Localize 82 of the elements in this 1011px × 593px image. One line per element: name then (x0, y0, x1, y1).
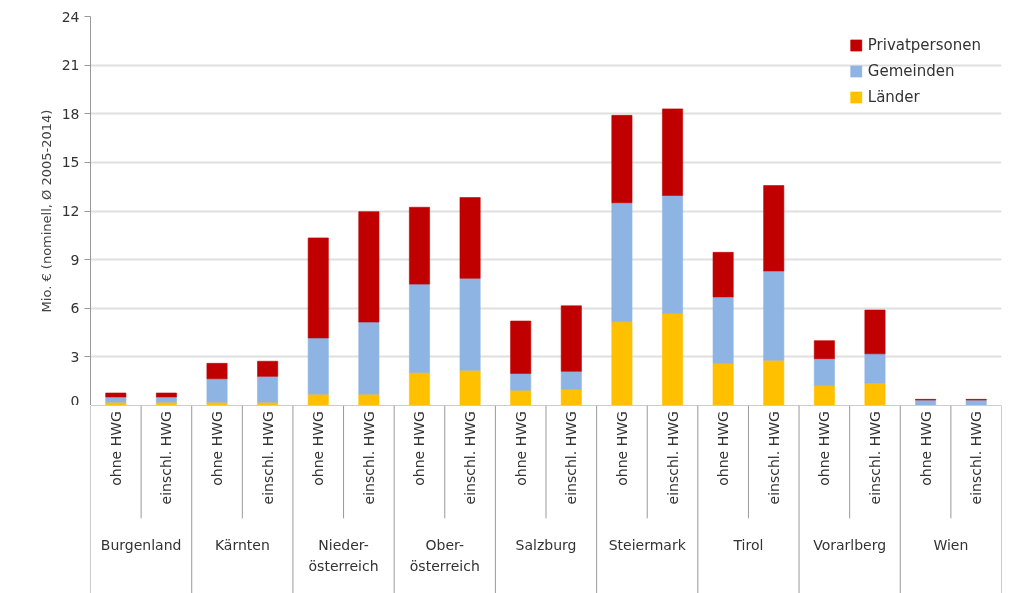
bar (712, 296, 734, 364)
x-tick-label: ohne HWG (715, 411, 732, 486)
bar (459, 277, 481, 371)
bar (307, 337, 329, 395)
bar (763, 270, 785, 361)
bar (661, 108, 684, 196)
text: Burgenland (100, 537, 182, 554)
text: Salzburg (515, 537, 577, 554)
text: Nieder- österreich (308, 537, 379, 574)
bar (864, 353, 886, 384)
x-tick-label: einschl. HWG (765, 411, 782, 505)
x-tick-label: ohne HWG (310, 411, 327, 486)
bar (459, 197, 481, 279)
bar (813, 340, 835, 360)
x-tick-label: einschl. HWG (462, 411, 479, 505)
bar (408, 371, 431, 405)
x-tick-label: ohne HWG (209, 411, 226, 486)
bar (358, 393, 380, 405)
bar (459, 369, 481, 405)
text: Steiermark (608, 537, 687, 554)
bar (510, 372, 532, 391)
x-tick-label: einschl. HWG (968, 411, 985, 505)
text: Vorarlberg (813, 537, 887, 554)
y-tick-label: 6 (70, 300, 80, 317)
bar (408, 283, 431, 373)
x-tick-label: einschl. HWG (259, 411, 276, 505)
bar (560, 305, 582, 372)
bar (206, 362, 228, 380)
legend-label: Länder (867, 88, 920, 106)
bar (257, 375, 279, 403)
bar (307, 237, 329, 339)
text: Wien (933, 537, 969, 554)
y-tick-label: 21 (61, 57, 80, 74)
bar (611, 321, 633, 405)
bar (358, 211, 380, 323)
bar (206, 378, 228, 403)
x-tick-label: einschl. HWG (563, 411, 580, 505)
x-tick-label: ohne HWG (613, 411, 630, 486)
bar (408, 206, 431, 285)
bar (560, 388, 582, 405)
text: Kärnten (214, 537, 270, 554)
x-tick-label: ohne HWG (411, 411, 428, 486)
bar (763, 359, 785, 405)
bar (307, 393, 329, 405)
bar (257, 360, 279, 377)
x-tick-label: ohne HWG (512, 411, 529, 486)
bar (105, 392, 127, 398)
bar (763, 185, 785, 272)
bar (813, 385, 835, 405)
bar (661, 312, 684, 405)
y-tick-label: 24 (61, 8, 80, 25)
x-tick-label: einschl. HWG (664, 411, 681, 505)
bar (510, 389, 532, 405)
bar (358, 321, 380, 395)
text: Ober- österreich (409, 537, 480, 574)
bar (560, 370, 582, 390)
y-tick-label: 3 (70, 348, 80, 365)
y-tick-label: 15 (61, 154, 80, 171)
x-tick-label: ohne HWG (816, 411, 833, 486)
y-tick-label: 9 (70, 251, 80, 268)
x-tick-label: einschl. HWG (866, 411, 883, 505)
bar (864, 382, 886, 405)
text: Tirol (732, 537, 764, 554)
bar (661, 194, 684, 314)
bar (864, 309, 886, 355)
x-tick-label: einschl. HWG (158, 411, 175, 505)
x-tick-label: ohne HWG (917, 411, 934, 486)
bar (813, 358, 835, 387)
bar (712, 251, 734, 298)
bar (712, 362, 734, 405)
y-tick-label: 0 (70, 392, 80, 409)
y-tick-label: 18 (61, 105, 80, 122)
y-tick-label: 12 (61, 203, 80, 219)
bar (611, 202, 633, 323)
bar (611, 114, 633, 204)
y-axis-title: Mio. € (nominell, Ø 2005-2014) (38, 109, 54, 313)
x-tick-label: einschl. HWG (360, 411, 377, 505)
legend-label: Privatpersonen (867, 36, 981, 54)
legend-label: Gemeinden (867, 62, 955, 80)
x-tick-label: ohne HWG (107, 411, 124, 486)
bar (155, 392, 178, 398)
bar (510, 320, 532, 374)
